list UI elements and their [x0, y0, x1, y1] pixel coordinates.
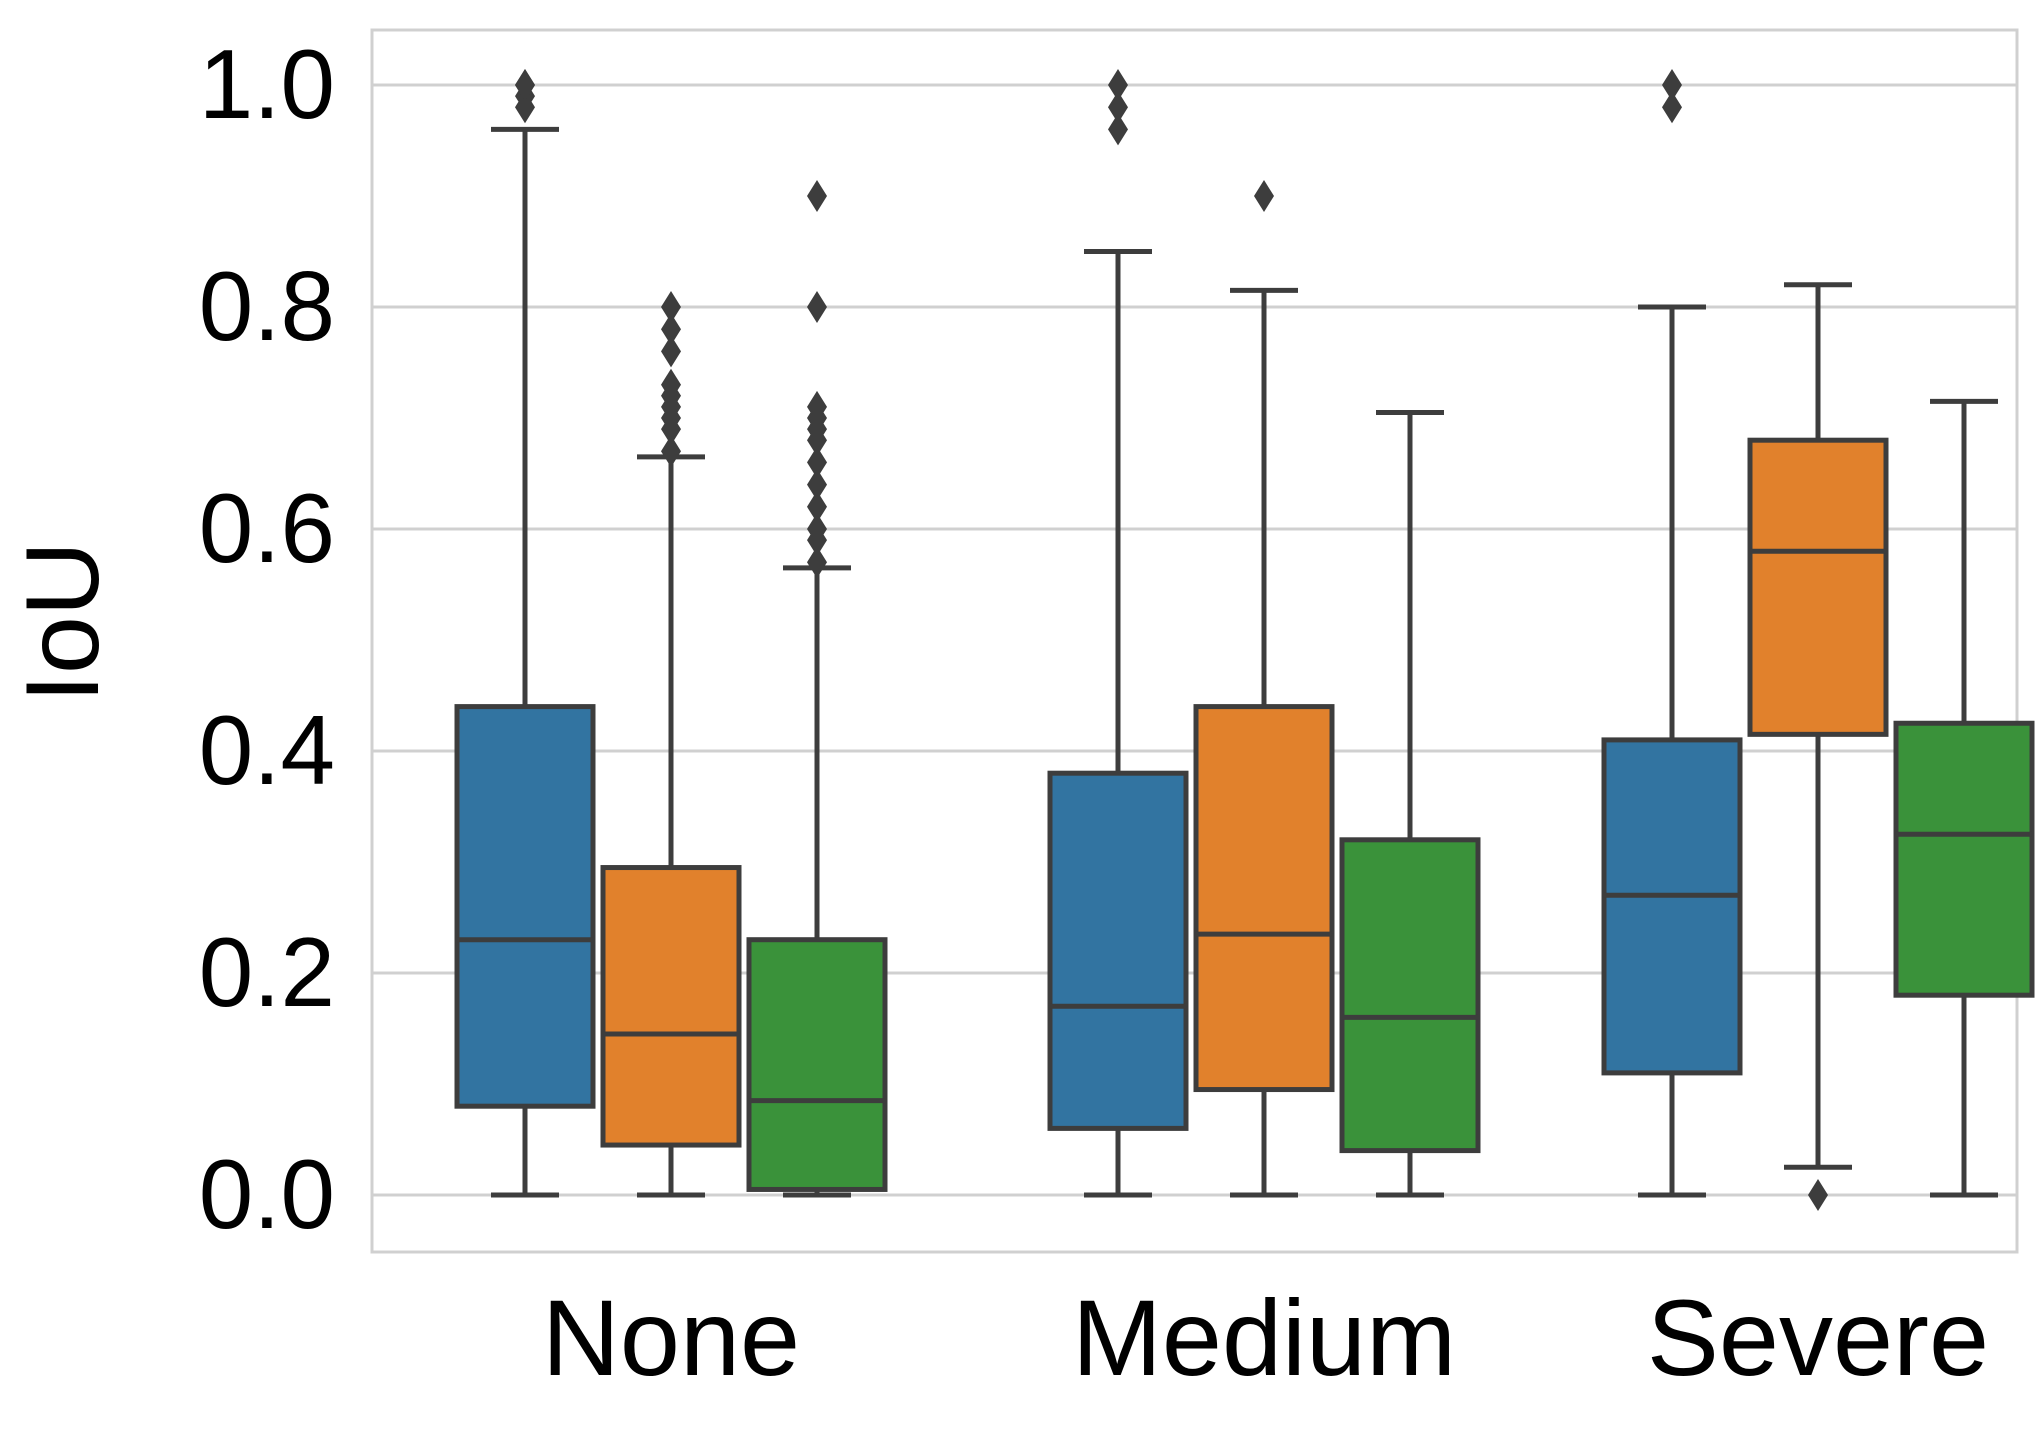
box-series-2-Severe [1747, 282, 1889, 1211]
outlier-point [661, 335, 681, 368]
y-tick-label: 0.8 [199, 251, 335, 361]
outlier-point [1108, 113, 1128, 146]
x-tick-label: Severe [1647, 1277, 1989, 1398]
box-series-3-None [746, 180, 888, 1198]
outlier-point [1108, 69, 1128, 101]
outlier-point [1254, 180, 1274, 212]
iqr-box [454, 704, 596, 1109]
outlier-point [661, 368, 681, 401]
outlier-point [1808, 1179, 1828, 1211]
outlier-point [661, 435, 681, 468]
y-tick-label: 0.2 [199, 917, 335, 1027]
outlier-point [807, 546, 827, 579]
iqr-box [1893, 720, 2035, 998]
outlier-point [661, 313, 681, 346]
iqr-box [1339, 837, 1481, 1154]
iqr-box [1193, 704, 1335, 1093]
outlier-point [807, 468, 827, 501]
box-series-2-None [600, 291, 742, 1198]
x-tick-label: None [542, 1277, 800, 1398]
y-tick-label: 0.0 [199, 1139, 335, 1249]
outlier-point [1108, 91, 1128, 124]
y-tick-label: 0.6 [199, 473, 335, 583]
outlier-point [807, 490, 827, 523]
box-series-1-Severe [1601, 69, 1743, 1198]
box-series-1-Medium [1047, 69, 1189, 1198]
y-tick-label: 0.4 [199, 695, 335, 805]
outlier-point [515, 69, 535, 101]
y-tick-labels: 0.0 0.2 0.4 0.6 0.8 1.0 [199, 29, 335, 1249]
y-axis-label: IoU [5, 541, 121, 703]
iqr-box [600, 865, 742, 1148]
box-series-2-Medium [1193, 180, 1335, 1198]
y-tick-label: 1.0 [199, 29, 335, 139]
iqr-box [1601, 737, 1743, 1076]
outlier-point [661, 291, 681, 323]
outlier-point [807, 180, 827, 212]
outlier-point [807, 390, 827, 423]
x-tick-label: Medium [1072, 1277, 1456, 1398]
iqr-box [1047, 770, 1189, 1131]
box-series-3-Medium [1339, 409, 1481, 1198]
box-series-1-None [454, 69, 596, 1198]
boxes [454, 69, 2035, 1211]
outlier-point [807, 513, 827, 545]
outlier-point [1662, 91, 1682, 124]
x-tick-labels: None Medium Severe [542, 1277, 1989, 1398]
iqr-box [1747, 437, 1889, 737]
box-series-3-Severe [1893, 398, 2035, 1198]
outlier-point [807, 446, 827, 479]
outlier-point [807, 291, 827, 323]
iqr-box [746, 937, 888, 1192]
outlier-point [1662, 69, 1682, 101]
